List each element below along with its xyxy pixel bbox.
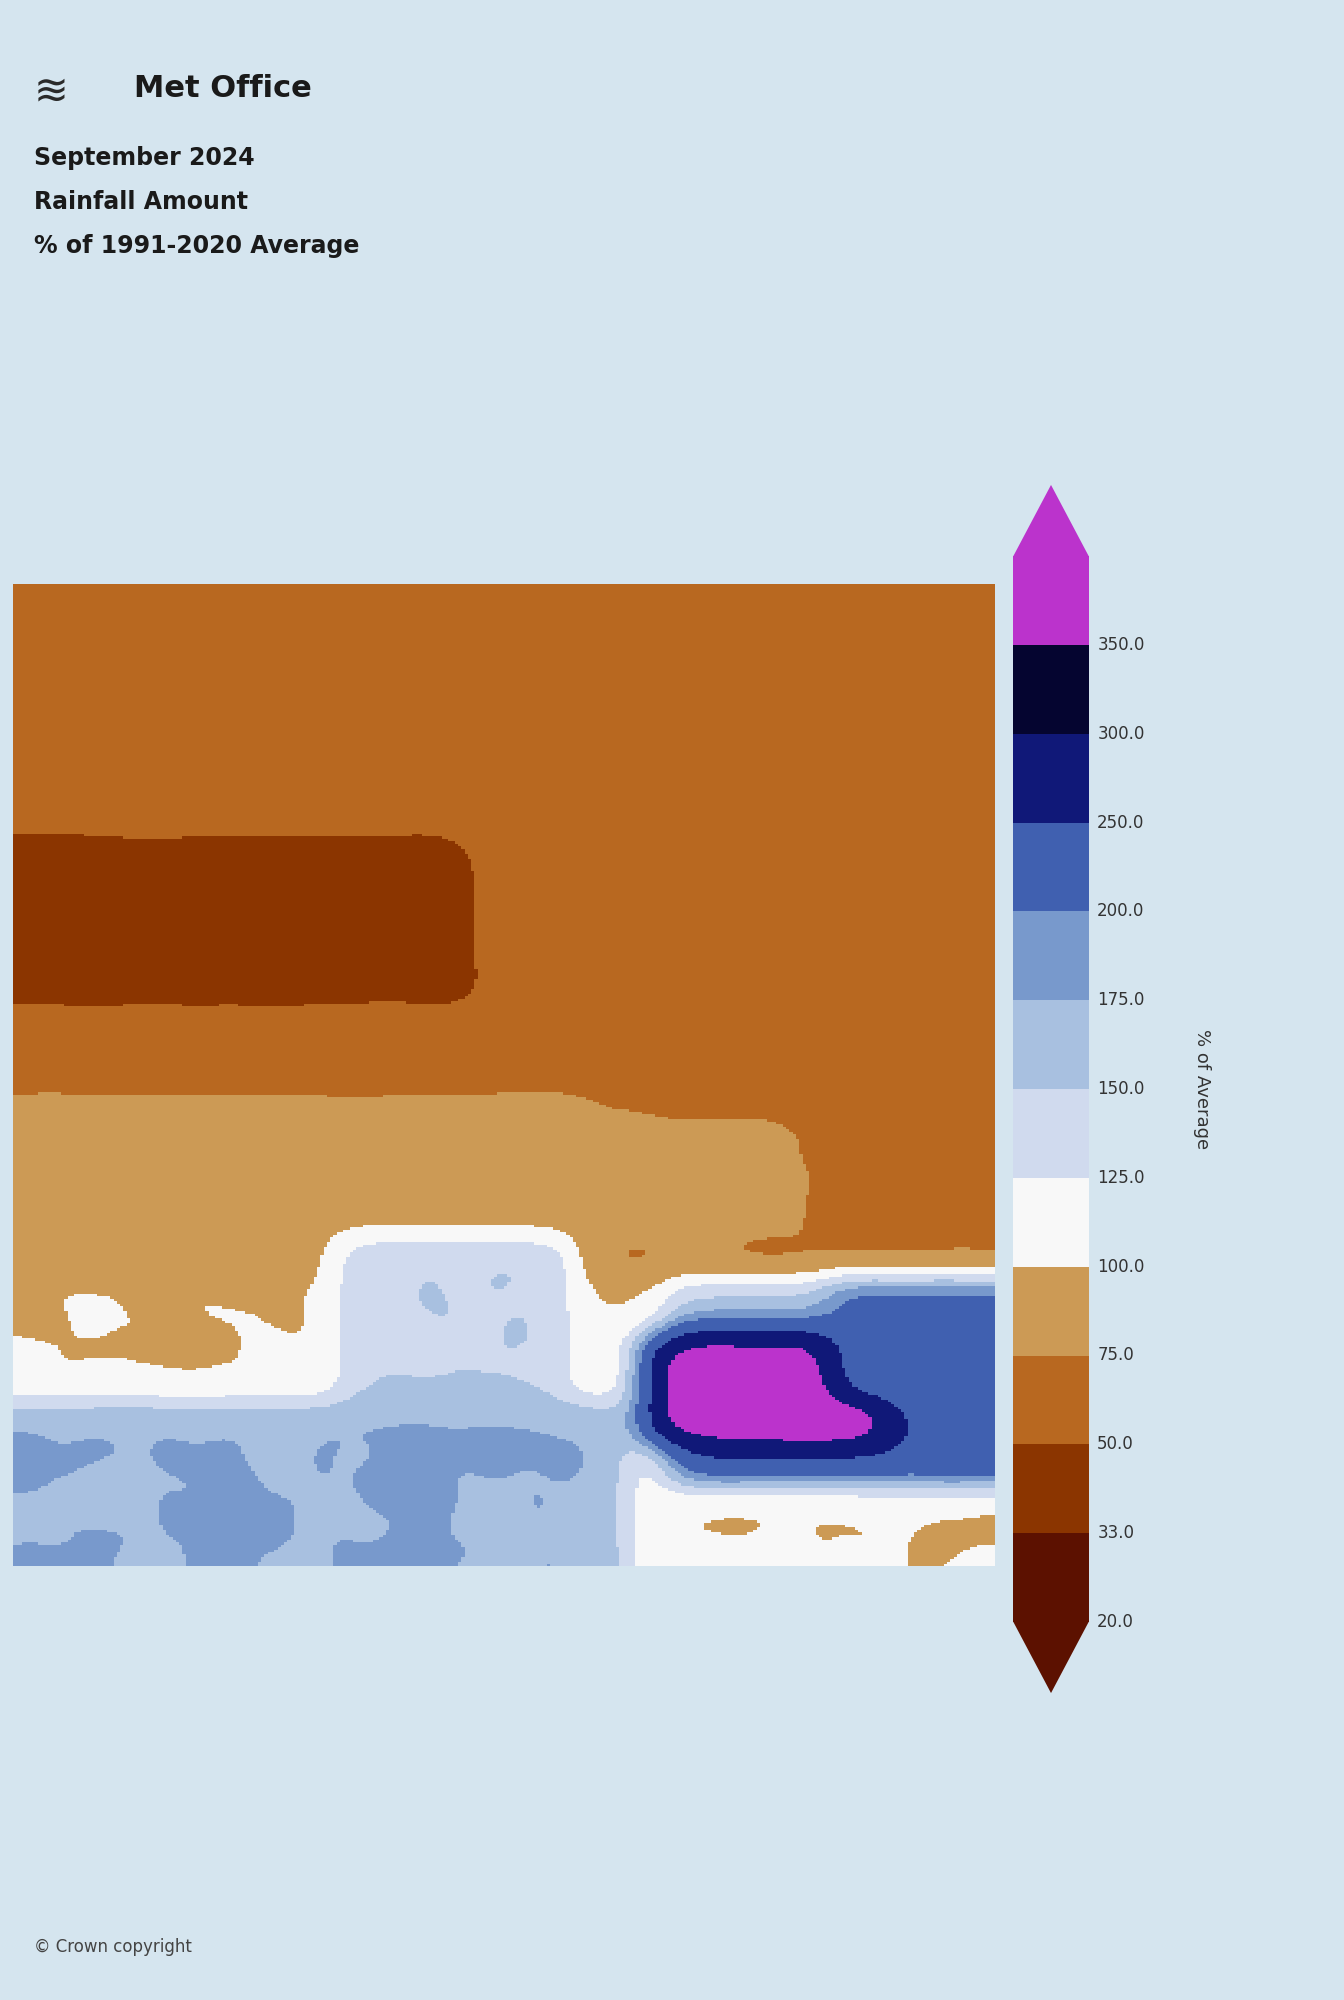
Bar bbox=[1013, 822, 1089, 912]
Text: Met Office: Met Office bbox=[134, 74, 312, 102]
Text: ≋: ≋ bbox=[34, 70, 69, 112]
Bar bbox=[1013, 1534, 1089, 1622]
Text: % of Average: % of Average bbox=[1192, 1028, 1211, 1150]
Bar bbox=[1013, 556, 1089, 644]
Text: 20.0: 20.0 bbox=[1097, 1612, 1134, 1632]
Text: 175.0: 175.0 bbox=[1097, 992, 1145, 1010]
Bar bbox=[1013, 912, 1089, 1000]
Bar bbox=[1013, 1000, 1089, 1088]
Bar bbox=[1013, 1266, 1089, 1356]
Text: 75.0: 75.0 bbox=[1097, 1346, 1134, 1364]
Text: Rainfall Amount: Rainfall Amount bbox=[34, 190, 247, 214]
FancyArrow shape bbox=[1013, 1622, 1089, 1694]
Text: © Crown copyright: © Crown copyright bbox=[34, 1938, 191, 1956]
Bar bbox=[1013, 734, 1089, 822]
Text: 150.0: 150.0 bbox=[1097, 1080, 1145, 1098]
Text: 200.0: 200.0 bbox=[1097, 902, 1145, 920]
Text: 125.0: 125.0 bbox=[1097, 1168, 1145, 1186]
Text: 50.0: 50.0 bbox=[1097, 1436, 1134, 1454]
Text: 100.0: 100.0 bbox=[1097, 1258, 1145, 1276]
Text: 33.0: 33.0 bbox=[1097, 1524, 1134, 1542]
Text: 300.0: 300.0 bbox=[1097, 724, 1145, 742]
Bar bbox=[1013, 1444, 1089, 1534]
Text: % of 1991-2020 Average: % of 1991-2020 Average bbox=[34, 234, 359, 258]
Bar bbox=[1013, 644, 1089, 734]
Bar bbox=[1013, 1088, 1089, 1178]
Text: September 2024: September 2024 bbox=[34, 146, 254, 170]
Text: 250.0: 250.0 bbox=[1097, 814, 1145, 832]
Bar bbox=[1013, 1356, 1089, 1444]
Bar bbox=[1013, 1178, 1089, 1266]
FancyArrow shape bbox=[1013, 484, 1089, 556]
Text: 350.0: 350.0 bbox=[1097, 636, 1145, 654]
